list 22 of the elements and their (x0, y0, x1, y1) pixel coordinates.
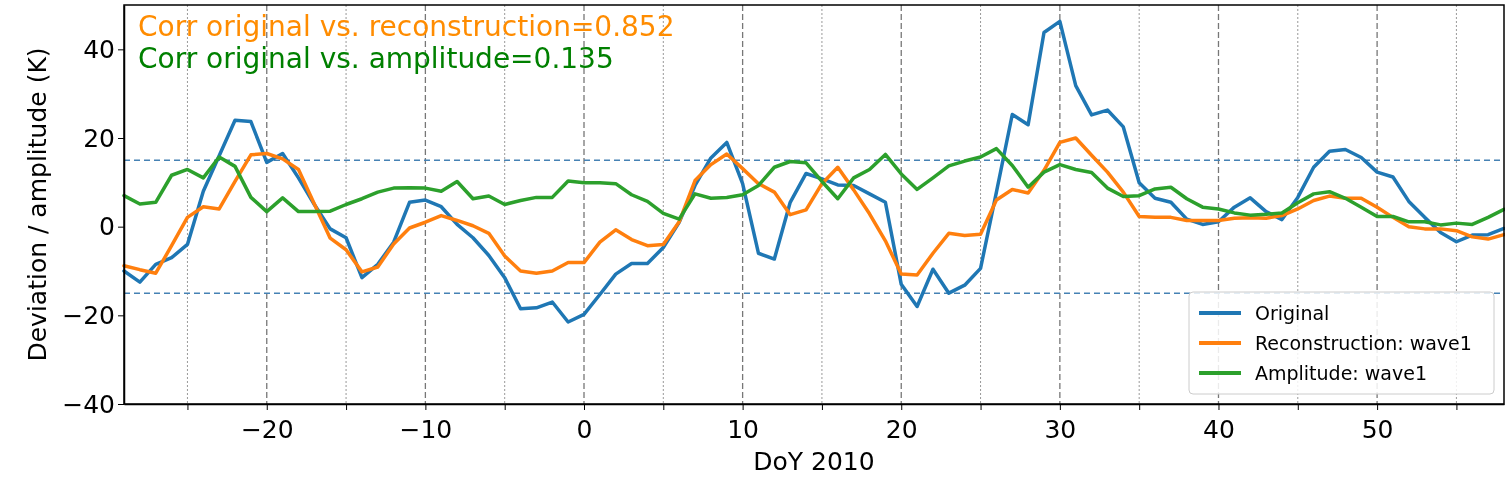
y-tick-label: −40 (62, 389, 115, 419)
y-tick-label: −20 (62, 300, 115, 330)
annotation: Corr original vs. reconstruction=0.852 (138, 10, 675, 43)
y-tick-label: 40 (83, 34, 115, 64)
y-axis-title: Deviation / amplitude (K) (23, 47, 52, 362)
x-tick-label: 10 (727, 415, 760, 444)
line-series (122, 146, 1505, 227)
x-axis-title: DoY 2010 (753, 447, 875, 476)
x-tick-label: 0 (576, 415, 593, 444)
line-series (122, 136, 1505, 277)
legend-label: Amplitude: wave1 (1255, 362, 1428, 384)
annotation: Corr original vs. amplitude=0.135 (138, 42, 614, 75)
y-tick-label: 0 (99, 212, 115, 242)
legend-label: Reconstruction: wave1 (1255, 332, 1472, 354)
x-tick-label: 30 (1044, 415, 1077, 444)
x-tick-label: −20 (240, 415, 294, 444)
legend-label: Original (1255, 302, 1330, 324)
x-tick-label: 40 (1203, 415, 1235, 444)
x-tick-label: 50 (1361, 415, 1394, 444)
x-tick-label: −10 (399, 415, 453, 444)
y-tick-label: 20 (83, 123, 115, 153)
x-tick-label: 20 (885, 415, 918, 444)
